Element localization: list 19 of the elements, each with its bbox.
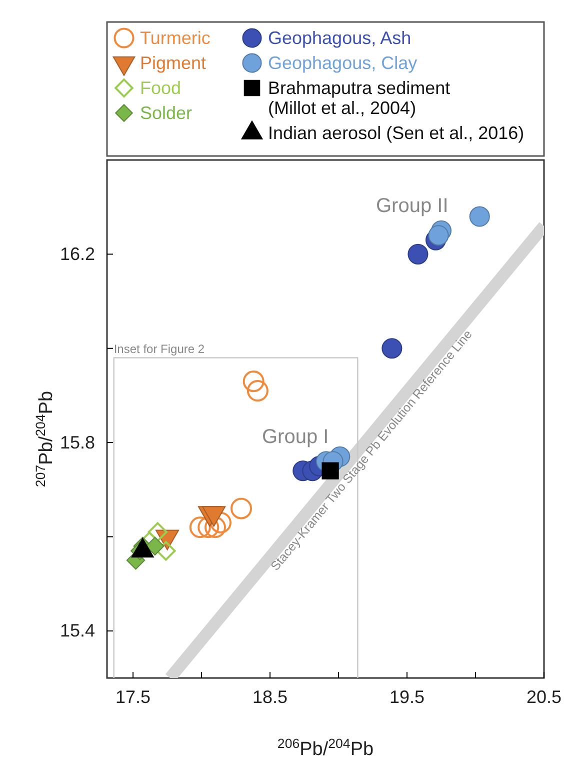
legend-label: Brahmaputra sediment (Millot et al., 2004) [268,78,450,118]
y-tick-label: 15.8 [60,432,95,452]
y-tick-label: 16.2 [60,244,95,264]
x-tick-label: 18.5 [252,686,288,707]
legend-label: Pigment [140,53,206,73]
annotation: Group I [262,426,329,448]
x-tick-label: 19.5 [389,686,425,707]
annotation: Group II [376,195,448,217]
legend-label: Indian aerosol (Sen et al., 2016) [268,123,524,143]
x-axis-title: $^{206}$Pb/$^{204}$Pb [277,736,374,760]
x-tick-label: 20.5 [526,686,562,707]
annotation: Inset for Figure 2 [114,342,205,356]
legend-label: Solder [140,103,192,123]
y-tick-label: 15.4 [60,620,95,641]
x-tick-label: 17.5 [116,686,151,707]
legend-label: Geophagous, Clay [268,53,418,73]
legend-label: Geophagous, Ash [268,28,412,48]
legend-label: Turmeric [140,28,210,48]
legend-label: Food [140,78,182,98]
